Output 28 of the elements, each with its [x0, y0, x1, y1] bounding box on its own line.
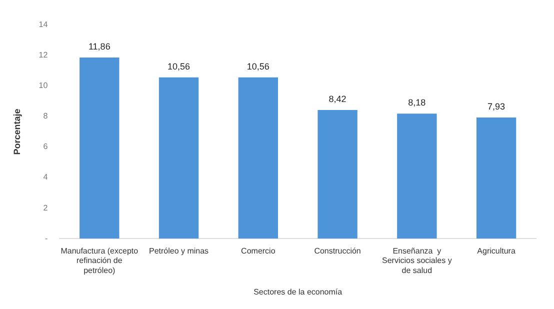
bar: [80, 57, 120, 239]
data-label: 7,93: [488, 101, 506, 112]
y-axis-title: Porcentaje: [12, 108, 22, 155]
x-axis-title: Sectores de la economía: [254, 287, 343, 296]
y-tick-label: 10: [38, 81, 48, 90]
y-tick-label: 4: [43, 172, 48, 182]
y-tick-label: 6: [43, 142, 48, 152]
x-tick-label: Construcción: [314, 246, 361, 256]
bar: [318, 110, 358, 239]
y-tick-label: 14: [38, 20, 48, 30]
x-tick-label: Enseñanza y Servicios sociales y de salud: [382, 246, 452, 275]
data-label: 8,18: [408, 98, 426, 108]
data-label: 8,42: [328, 94, 346, 104]
x-tick-label: Manufactura (excepto refinación de petróleo): [60, 246, 139, 275]
y-tick-label: 12: [38, 50, 48, 60]
x-tick-label: Petróleo y minas: [148, 246, 209, 256]
data-label: 10,56: [246, 61, 270, 72]
bar: [238, 77, 278, 239]
bar: [397, 114, 437, 239]
y-tick-label: 8: [43, 112, 48, 121]
data-label: 11,86: [88, 41, 110, 52]
data-label: 10,56: [168, 61, 190, 72]
x-tick-label: Comercio: [241, 246, 276, 256]
y-tick-label: -: [45, 234, 48, 243]
x-tick-label: Agricultura: [477, 246, 516, 256]
bar: [476, 118, 516, 239]
y-tick-label: 2: [43, 203, 48, 212]
bar: [158, 77, 199, 239]
